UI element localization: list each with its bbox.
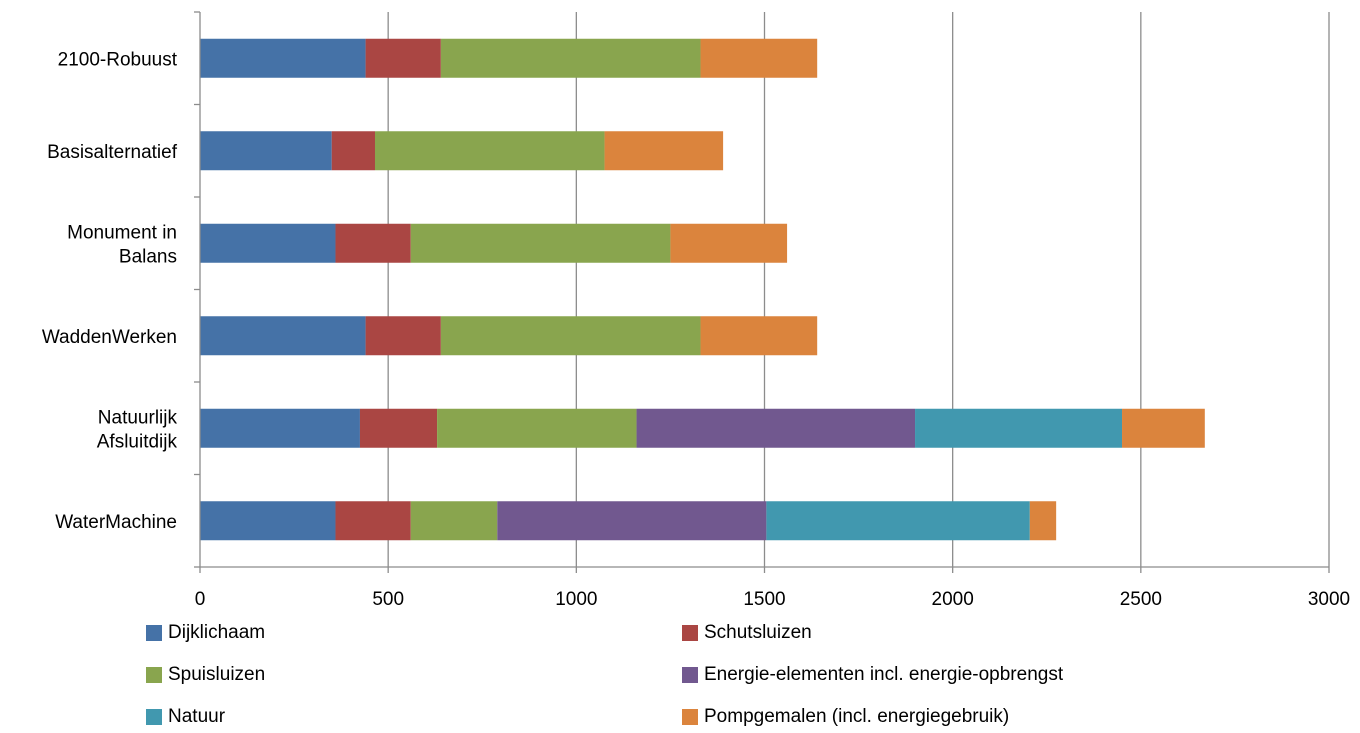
legend-label: Natuur <box>168 706 226 727</box>
bar-segment <box>410 501 498 541</box>
bar-segment <box>359 408 438 448</box>
x-tick-label: 2500 <box>1120 589 1162 610</box>
y-category-label: Monument in Balans <box>67 222 177 267</box>
bar-segment <box>1122 408 1205 448</box>
x-tick-label: 3000 <box>1308 589 1350 610</box>
y-category-label: 2100-Robuust <box>58 49 178 70</box>
bar-segment <box>374 131 605 171</box>
bar-segment <box>200 131 332 171</box>
y-category-label: Natuurlijk Afsluitdijk <box>97 407 178 452</box>
legend-label: Spuisluizen <box>168 664 266 685</box>
bar-segment <box>331 131 375 171</box>
legend-swatch <box>682 625 698 641</box>
y-category-label: WaterMachine <box>55 512 177 533</box>
bar-segment <box>200 38 366 78</box>
bar-segment <box>200 223 336 263</box>
bar-segment <box>604 131 724 171</box>
legend-item: Spuisluizen <box>146 662 265 688</box>
bar-segment <box>440 316 701 356</box>
x-tick-label: 500 <box>372 589 404 610</box>
legend-item: Natuur <box>146 704 225 730</box>
bar-segment <box>410 223 671 263</box>
bar-segment <box>365 38 441 78</box>
bar-segment <box>915 408 1123 448</box>
y-category-label: WaddenWerken <box>42 327 177 348</box>
axes <box>194 11 1330 573</box>
y-category-labels: 2100-Robuust Basisalternatief Monument in B… <box>42 49 178 533</box>
legend-label: Pompgemalen (incl. energiegebruik) <box>704 706 1010 727</box>
y-category-label: Basisalternatief <box>47 142 178 163</box>
bar-segment <box>636 408 916 448</box>
bars <box>200 38 1205 541</box>
bar-segment <box>200 408 360 448</box>
bar-segment <box>670 223 788 263</box>
bar-segment <box>700 38 818 78</box>
legend-swatch <box>682 709 698 725</box>
legend: Dijklichaam Schutsluizen Spuisluizen Energi… <box>146 620 1276 728</box>
x-tick-label: 0 <box>195 589 206 610</box>
legend-label: Dijklichaam <box>168 622 266 643</box>
bar-segment <box>437 408 637 448</box>
legend-label: Schutsluizen <box>704 622 812 643</box>
legend-swatch <box>682 667 698 683</box>
legend-item: Dijklichaam <box>146 620 265 646</box>
bar-segment <box>440 38 701 78</box>
bar-segment <box>1029 501 1057 541</box>
x-tick-labels: 0 500 1000 1500 2000 2500 3000 <box>195 589 1350 610</box>
legend-item: Pompgemalen (incl. energiegebruik) <box>682 704 1009 730</box>
bar-segment <box>700 316 818 356</box>
legend-label: Energie-elementen incl. energie-opbrengs… <box>704 664 1064 685</box>
legend-swatch <box>146 667 162 683</box>
legend-item: Energie-elementen incl. energie-opbrengs… <box>682 662 1063 688</box>
bar-segment <box>335 501 411 541</box>
bar-segment <box>497 501 767 541</box>
x-tick-label: 2000 <box>932 589 974 610</box>
bar-segment <box>766 501 1030 541</box>
bar-segment <box>200 501 336 541</box>
legend-swatch <box>146 625 162 641</box>
bar-segment <box>335 223 411 263</box>
x-tick-label: 1500 <box>743 589 785 610</box>
gridlines <box>387 12 1330 567</box>
x-tick-label: 1000 <box>555 589 597 610</box>
bar-segment <box>200 316 366 356</box>
legend-item: Schutsluizen <box>682 620 812 646</box>
legend-swatch <box>146 709 162 725</box>
bar-segment <box>365 316 441 356</box>
